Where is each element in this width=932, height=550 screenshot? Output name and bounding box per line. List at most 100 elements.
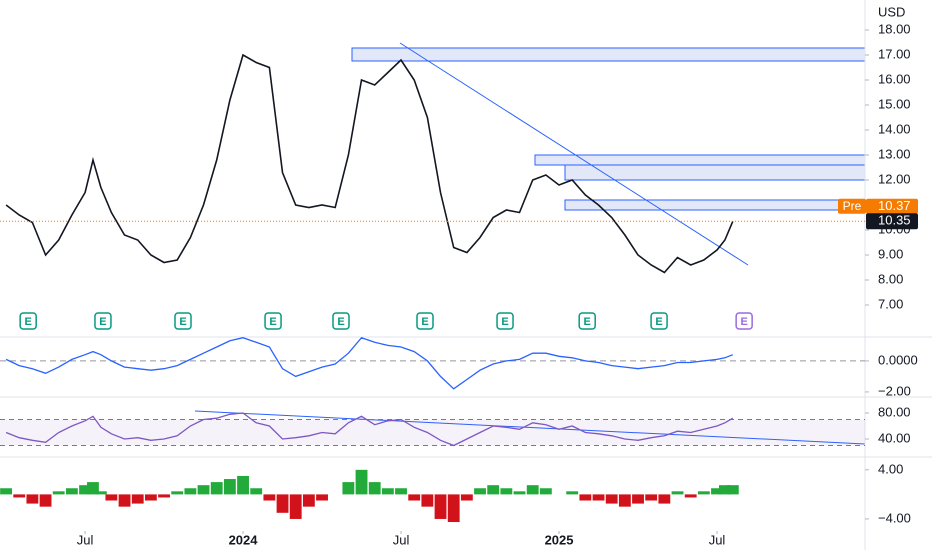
histogram-bar <box>381 488 394 495</box>
last-price-value: 10.35 <box>878 213 911 228</box>
earnings-marker <box>94 312 112 330</box>
histogram-bar <box>250 488 263 495</box>
histogram-bar <box>210 482 223 495</box>
histogram-bar <box>368 482 381 495</box>
histogram-bar <box>579 494 592 501</box>
series-line <box>5 412 734 447</box>
earnings-marker <box>332 312 350 330</box>
histogram-bar <box>460 494 473 501</box>
premarket-badge <box>838 198 866 214</box>
histogram-bar <box>718 485 731 495</box>
histogram-bar <box>447 494 460 523</box>
histogram-bar <box>79 485 91 495</box>
histogram-bar <box>434 494 447 519</box>
histogram-bar <box>658 494 671 504</box>
histogram-bar <box>487 485 500 495</box>
y-tick-label: 18.00 <box>878 21 911 36</box>
y-tick-label: 17.00 <box>878 46 911 61</box>
histogram-bar <box>711 488 723 495</box>
x-tick-label: Jul <box>709 532 726 547</box>
histogram-bar <box>421 494 434 507</box>
histogram-bar <box>342 482 355 495</box>
earnings-marker <box>264 312 282 330</box>
histogram-bar <box>158 494 170 498</box>
trend-line <box>399 42 749 266</box>
histogram-bar <box>118 494 131 507</box>
histogram-bar <box>566 491 579 495</box>
y-tick-label: −4.00 <box>878 510 911 525</box>
earnings-label: E <box>99 316 106 328</box>
histogram-bar <box>697 491 710 495</box>
histogram-bar <box>263 494 276 501</box>
histogram-bar <box>355 469 368 495</box>
earnings-marker <box>650 312 668 330</box>
histogram-bar <box>105 494 118 501</box>
histogram-bar <box>237 475 249 495</box>
histogram-bar <box>26 494 39 504</box>
histogram-bar <box>474 488 486 495</box>
y-tick-label: 13.00 <box>878 146 911 161</box>
histogram-bar <box>289 494 302 519</box>
y-tick-label: 0.0000 <box>878 352 918 367</box>
drawings <box>194 42 866 445</box>
price-zone <box>534 154 866 166</box>
earnings-label: E <box>655 316 662 328</box>
price-zone <box>351 47 866 62</box>
histogram-bar <box>39 494 52 507</box>
price-zone <box>564 164 866 181</box>
y-tick-label: −2.00 <box>878 383 911 398</box>
x-tick-label: 2024 <box>229 532 259 547</box>
histogram-bar <box>632 494 644 504</box>
histogram-bar <box>87 482 99 495</box>
earnings-label: E <box>179 316 186 328</box>
unit-label: USD <box>878 4 905 19</box>
histogram-bar <box>197 485 210 495</box>
last-price-badge <box>866 213 918 230</box>
histogram-bar <box>500 488 513 495</box>
histogram-bar <box>302 494 315 507</box>
series-line <box>5 336 734 390</box>
premarket-value-badge <box>866 198 918 214</box>
y-tick-label: 8.00 <box>878 271 903 286</box>
earnings-label: E <box>25 316 32 328</box>
earnings-marker <box>416 312 434 330</box>
earnings-marker <box>496 312 514 330</box>
histogram-bar <box>65 488 78 495</box>
y-tick-label: 15.00 <box>878 96 911 111</box>
earnings-marker <box>174 312 192 330</box>
histogram-bar <box>223 479 236 495</box>
y-tick-label: 16.00 <box>878 71 911 86</box>
earnings-label: E <box>501 316 508 328</box>
earnings-marker <box>19 312 37 330</box>
histogram-bar <box>184 488 197 495</box>
premarket-label: Pre <box>843 199 862 213</box>
histogram-bar <box>171 491 184 495</box>
y-tick-label: 14.00 <box>878 121 911 136</box>
x-tick-label: Jul <box>393 532 410 547</box>
histogram-bar <box>131 494 144 504</box>
x-tick-label: 2025 <box>545 532 574 547</box>
earnings-label: E <box>584 316 591 328</box>
histogram-bar <box>513 491 526 495</box>
earnings-label: E <box>269 316 276 328</box>
trend-line <box>194 410 866 445</box>
y-tick-label: 7.00 <box>878 296 903 311</box>
histogram-bar <box>408 494 421 501</box>
premarket-value: 10.37 <box>878 198 911 213</box>
histogram-bar <box>13 494 26 498</box>
histogram-bar <box>605 494 618 504</box>
earnings-label: E <box>421 316 428 328</box>
histogram-bar <box>276 494 289 513</box>
histogram-bar <box>671 491 684 495</box>
histogram-bar <box>395 488 407 495</box>
x-tick-label: Jul <box>77 532 94 547</box>
series-line <box>5 53 734 274</box>
histogram-bar <box>684 494 697 498</box>
histogram-bar <box>592 494 605 501</box>
histogram-bar <box>316 494 328 501</box>
y-tick-label: 40.00 <box>878 430 911 445</box>
earnings-label: E <box>337 316 344 328</box>
histogram-bar <box>144 494 157 501</box>
earnings-label: E <box>740 316 747 328</box>
